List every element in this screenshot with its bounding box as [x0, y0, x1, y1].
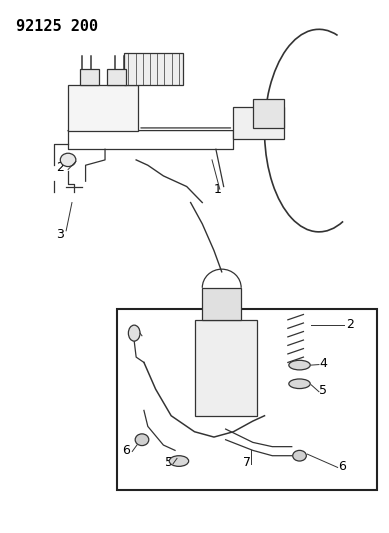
Ellipse shape: [289, 360, 310, 370]
Bar: [202, 288, 241, 320]
Bar: [253, 99, 284, 128]
Text: 92125 200: 92125 200: [16, 19, 98, 34]
Text: 4: 4: [319, 357, 327, 370]
Text: 1: 1: [214, 183, 222, 196]
Text: 4: 4: [130, 325, 138, 338]
Text: 7: 7: [243, 456, 251, 469]
Text: 5: 5: [165, 456, 173, 469]
Bar: [194, 320, 257, 416]
Bar: [68, 85, 138, 131]
Text: 5: 5: [319, 384, 327, 397]
Text: 6: 6: [123, 444, 130, 457]
Bar: [233, 107, 284, 139]
Ellipse shape: [293, 450, 307, 461]
Ellipse shape: [60, 154, 76, 167]
Bar: [124, 53, 183, 85]
Text: 6: 6: [338, 460, 346, 473]
Text: 2: 2: [346, 318, 354, 330]
Bar: [107, 69, 126, 85]
Circle shape: [128, 325, 140, 341]
Ellipse shape: [135, 434, 149, 446]
Text: 2: 2: [56, 161, 64, 174]
Bar: [117, 309, 377, 490]
Bar: [80, 69, 99, 85]
Text: 3: 3: [56, 228, 64, 241]
Ellipse shape: [169, 456, 189, 466]
Ellipse shape: [289, 379, 310, 389]
